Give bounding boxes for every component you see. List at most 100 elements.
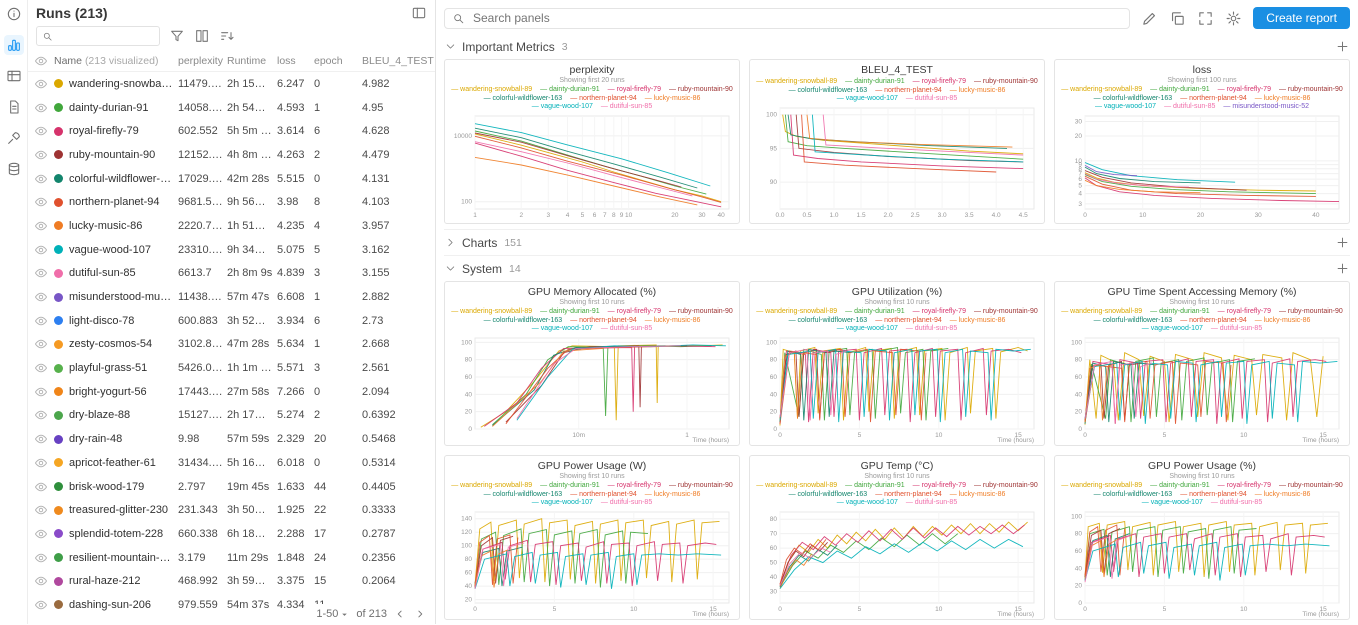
manage-columns-button[interactable] xyxy=(194,28,210,44)
run-name[interactable]: rural-haze-212 xyxy=(69,575,141,587)
next-page-button[interactable] xyxy=(413,607,427,621)
visibility-toggle[interactable] xyxy=(34,195,48,209)
visibility-toggle[interactable] xyxy=(34,361,48,375)
column-header-runtime[interactable]: Runtime xyxy=(227,55,277,67)
run-name[interactable]: colorful-wildflower-163 xyxy=(69,173,174,185)
add-panel-button[interactable] xyxy=(1335,39,1350,54)
runs-table-nav[interactable] xyxy=(4,66,24,86)
run-name[interactable]: vague-wood-107 xyxy=(69,244,151,256)
add-panel-button[interactable] xyxy=(1335,261,1350,276)
run-name[interactable]: light-disco-78 xyxy=(69,315,134,327)
run-name[interactable]: dry-blaze-88 xyxy=(69,409,130,421)
visibility-toggle[interactable] xyxy=(34,243,48,257)
visibility-toggle[interactable] xyxy=(34,527,48,541)
column-header-epoch[interactable]: epoch xyxy=(314,55,362,67)
page-size-select[interactable]: 1-50 xyxy=(316,608,350,620)
reports-nav[interactable] xyxy=(4,97,24,117)
visibility-toggle[interactable] xyxy=(34,101,48,115)
visibility-toggle[interactable] xyxy=(34,480,48,494)
filter-runs-button[interactable] xyxy=(169,28,185,44)
artifacts-nav[interactable] xyxy=(4,159,24,179)
visibility-toggle[interactable] xyxy=(34,337,48,351)
visibility-toggle[interactable] xyxy=(34,314,48,328)
column-header-loss[interactable]: loss xyxy=(277,55,314,67)
run-name[interactable]: misunderstood-music-52 xyxy=(69,291,174,303)
chart-panel-gpu_time[interactable]: GPU Time Spent Accessing Memory (%)Showi… xyxy=(1054,281,1350,446)
run-name[interactable]: dashing-sun-206 xyxy=(69,599,151,611)
visibility-toggle[interactable] xyxy=(34,551,48,565)
visibility-toggle[interactable] xyxy=(34,432,48,446)
visibility-toggle[interactable] xyxy=(34,385,48,399)
visibility-toggle[interactable] xyxy=(34,574,48,588)
create-report-button[interactable]: Create report xyxy=(1253,7,1350,29)
visibility-toggle[interactable] xyxy=(34,503,48,517)
sweeps-nav[interactable] xyxy=(4,128,24,148)
sort-runs-button[interactable] xyxy=(219,28,235,44)
visibility-toggle[interactable] xyxy=(34,77,48,91)
section-toggle-button[interactable] xyxy=(444,40,457,53)
chart-panel-bleu_4_test[interactable]: BLEU_4_TEST— wandering-snowball-89— dain… xyxy=(749,59,1045,224)
visibility-toggle[interactable] xyxy=(34,219,48,233)
section-toggle-button[interactable] xyxy=(444,236,457,249)
run-name[interactable]: royal-firefly-79 xyxy=(69,125,139,137)
info-nav[interactable] xyxy=(4,4,24,24)
run-name[interactable]: bright-yogurt-56 xyxy=(69,386,147,398)
run-name[interactable]: dutiful-sun-85 xyxy=(69,267,136,279)
runs-search-input[interactable] xyxy=(57,29,154,43)
chart-panel-gpu_power_w[interactable]: GPU Power Usage (W)Showing first 10 runs… xyxy=(444,455,740,620)
run-name[interactable]: zesty-cosmos-54 xyxy=(69,338,152,350)
column-header-name[interactable]: Name (213 visualized) xyxy=(54,55,158,67)
collapse-runs-panel-button[interactable] xyxy=(411,5,427,21)
workspace-settings-button[interactable] xyxy=(1225,10,1242,27)
visibility-toggle[interactable] xyxy=(34,290,48,304)
section-toggle-button[interactable] xyxy=(444,262,457,275)
run-name[interactable]: northern-planet-94 xyxy=(69,196,160,208)
run-name[interactable]: dainty-durian-91 xyxy=(69,102,149,114)
chart-panel-gpu_temp[interactable]: GPU Temp (°C)Showing first 10 runs— wand… xyxy=(749,455,1045,620)
visibility-toggle[interactable] xyxy=(34,172,48,186)
visibility-toggle[interactable] xyxy=(34,148,48,162)
search-panels-input[interactable] xyxy=(471,10,1122,26)
search-panels-field[interactable] xyxy=(444,8,1130,29)
add-panel-button[interactable] xyxy=(1335,235,1350,250)
run-name[interactable]: apricot-feather-61 xyxy=(69,457,156,469)
visibility-toggle[interactable] xyxy=(34,124,48,138)
run-name[interactable]: ruby-mountain-90 xyxy=(69,149,155,161)
chart-panel-gpu_mem[interactable]: GPU Memory Allocated (%)Showing first 10… xyxy=(444,281,740,446)
column-header-perplexity[interactable]: perplexity xyxy=(178,55,227,67)
visibility-toggle[interactable] xyxy=(34,408,48,422)
edit-panels-button[interactable] xyxy=(1141,10,1158,27)
run-name[interactable]: brisk-wood-179 xyxy=(69,481,144,493)
visibility-toggle[interactable] xyxy=(34,266,48,280)
fullscreen-button[interactable] xyxy=(1197,10,1214,27)
visibility-toggle[interactable] xyxy=(34,456,48,470)
run-name[interactable]: dry-rain-48 xyxy=(69,433,122,445)
visibility-toggle[interactable] xyxy=(34,598,48,612)
toggle-all-visibility-button[interactable] xyxy=(34,54,48,68)
run-name[interactable]: treasured-glitter-230 xyxy=(69,504,168,516)
run-name[interactable]: splendid-totem-228 xyxy=(69,528,163,540)
workspace-nav[interactable] xyxy=(4,35,24,55)
chart-panel-gpu_power_pct[interactable]: GPU Power Usage (%)Showing first 10 runs… xyxy=(1054,455,1350,620)
chart-panel-gpu_util[interactable]: GPU Utilization (%)Showing first 10 runs… xyxy=(749,281,1045,446)
